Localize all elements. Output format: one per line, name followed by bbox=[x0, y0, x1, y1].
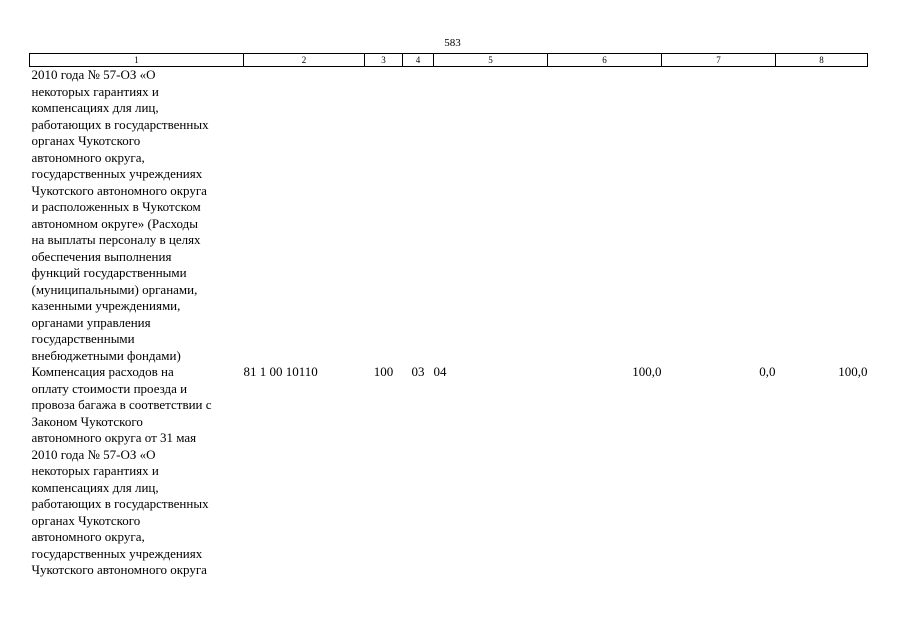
description-line: государственными bbox=[31, 331, 135, 346]
description-line: некоторых гарантиях и bbox=[31, 83, 159, 99]
description-line: компенсациях для лиц, bbox=[31, 479, 159, 495]
table-row: 2010 года № 57-ОЗ «О некоторых гарантиях … bbox=[30, 67, 868, 365]
description-line: внебюджетными фондами) bbox=[31, 347, 181, 363]
description-line: автономного округа, bbox=[31, 529, 145, 544]
description-line: органах Чукотского bbox=[31, 133, 141, 148]
column-header-1: 1 bbox=[29, 53, 244, 67]
row-section bbox=[403, 67, 434, 365]
row-section: 03 bbox=[411, 364, 425, 379]
column-header-8: 8 bbox=[775, 53, 868, 67]
description-line: оплату стоимости проезда и bbox=[31, 380, 188, 396]
description-line: компенсациях для лиц, bbox=[31, 100, 159, 115]
column-header-5: 5 bbox=[433, 53, 548, 67]
description-line: обеспечения выполнения bbox=[31, 248, 172, 264]
column-number-header-row: 1 2 3 4 5 6 7 8 bbox=[29, 53, 868, 67]
row-subsection: 04 bbox=[433, 364, 447, 379]
description-line: 2010 года № 57-ОЗ «О bbox=[31, 446, 156, 462]
column-header-2: 2 bbox=[243, 53, 365, 67]
description-line: Компенсация расходов на bbox=[31, 364, 174, 379]
description-line: Чукотского автономного округа bbox=[31, 182, 207, 198]
description-line: автономного округа, bbox=[31, 149, 145, 165]
description-line: и расположенных в Чукотском bbox=[31, 199, 201, 214]
description-line: государственных учреждениях bbox=[31, 166, 203, 181]
description-line: автономного округа от 31 мая bbox=[31, 430, 197, 445]
description-line: (муниципальными) органами, bbox=[31, 281, 198, 297]
row-value-7 bbox=[662, 67, 776, 365]
description-line: органах Чукотского bbox=[31, 512, 141, 528]
table-row: Компенсация расходов на оплату стоимости … bbox=[30, 364, 868, 579]
description-line: автономном округе» (Расходы bbox=[31, 215, 198, 231]
row-description: 2010 года № 57-ОЗ «О некоторых гарантиях … bbox=[30, 67, 244, 365]
column-header-4: 4 bbox=[402, 53, 434, 67]
description-line: 2010 года № 57-ОЗ «О bbox=[31, 67, 156, 82]
row-value-8: 100,0 bbox=[838, 364, 868, 379]
row-expense-type: 100 bbox=[373, 364, 394, 379]
row-description: Компенсация расходов на оплату стоимости … bbox=[30, 364, 244, 579]
column-header-6: 6 bbox=[547, 53, 662, 67]
table-body: 2010 года № 57-ОЗ «О некоторых гарантиях … bbox=[30, 67, 868, 579]
description-line: работающих в государственных bbox=[31, 496, 209, 511]
row-value-6 bbox=[548, 67, 662, 365]
page-number: 583 bbox=[444, 37, 461, 49]
description-line: государственных учреждениях bbox=[31, 545, 203, 561]
description-line: Чукотского автономного округа bbox=[31, 562, 207, 577]
description-line: казенными учреждениями, bbox=[31, 298, 181, 313]
row-target-article-code: 81 1 00 10110 bbox=[243, 364, 318, 379]
description-line: Законом Чукотского bbox=[31, 413, 143, 429]
description-line: функций государственными bbox=[31, 265, 187, 280]
column-header-3: 3 bbox=[364, 53, 403, 67]
row-value-8 bbox=[776, 67, 868, 365]
row-subsection bbox=[434, 67, 548, 365]
column-header-7: 7 bbox=[661, 53, 776, 67]
row-target-article-code bbox=[244, 67, 365, 365]
row-value-6: 100,0 bbox=[632, 364, 662, 379]
row-value-7: 0,0 bbox=[759, 364, 776, 379]
budget-table: 1 2 3 4 5 6 7 8 2010 года № 57-ОЗ «О неко… bbox=[29, 53, 868, 579]
description-line: органами управления bbox=[31, 314, 151, 330]
row-expense-type bbox=[365, 67, 403, 365]
description-line: на выплаты персоналу в целях bbox=[31, 232, 201, 247]
description-line: работающих в государственных bbox=[31, 116, 209, 132]
description-line: провоза багажа в соответствии с bbox=[31, 397, 212, 412]
description-line: некоторых гарантиях и bbox=[31, 463, 159, 478]
